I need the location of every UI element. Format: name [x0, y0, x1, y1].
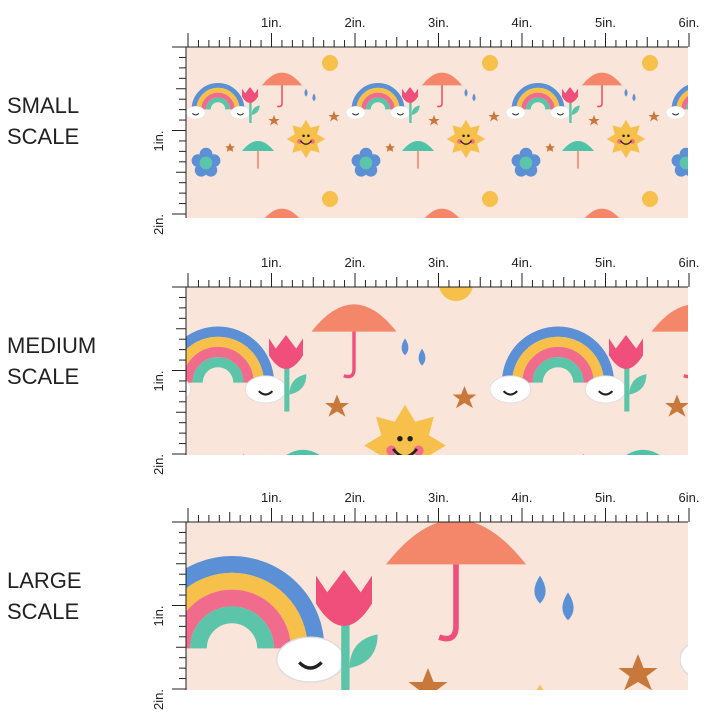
ruler-label: 2in. — [151, 214, 166, 235]
ruler-label: 6in. — [679, 15, 700, 30]
ruler-label: 1in. — [261, 15, 282, 30]
ruler-label: 4in. — [512, 15, 533, 30]
ruler-label: 4in. — [512, 255, 533, 270]
fabric-swatch — [186, 522, 688, 690]
scale-panel: MEDIUM SCALE 1in. 2in. 3in. 4in. 5in. 6in. 1in. 2… — [7, 255, 699, 475]
scale-label: SCALE — [7, 599, 79, 624]
ruler-label: 3in. — [428, 255, 449, 270]
scale-label: SCALE — [7, 124, 79, 149]
scale-label: SCALE — [7, 364, 79, 389]
ruler-label: 1in. — [261, 490, 282, 505]
scale-label: MEDIUM — [7, 333, 96, 358]
scale-label: LARGE — [7, 568, 82, 593]
ruler-label: 2in. — [345, 490, 366, 505]
ruler-label: 1in. — [261, 255, 282, 270]
ruler-label: 2in. — [345, 15, 366, 30]
ruler-label: 3in. — [428, 490, 449, 505]
ruler-label: 6in. — [679, 490, 700, 505]
scale-label: SMALL — [7, 93, 79, 118]
ruler-label: 4in. — [512, 490, 533, 505]
ruler-label: 5in. — [595, 15, 616, 30]
ruler-label: 5in. — [595, 490, 616, 505]
ruler-label: 1in. — [151, 606, 166, 627]
ruler-label: 5in. — [595, 255, 616, 270]
ruler-label: 1in. — [151, 371, 166, 392]
fabric-swatch — [186, 47, 688, 218]
ruler-label: 6in. — [679, 255, 700, 270]
ruler-label: 2in. — [151, 689, 166, 710]
scale-panel: SMALL SCALE 1in. 2in. 3in. 4in. 5in. 6in. 1in. 2i… — [7, 15, 699, 235]
ruler-label: 1in. — [151, 131, 166, 152]
scale-panel: LARGE SCALE 1in. 2in. 3in. 4in. 5in. 6in. 1in. 2i… — [7, 490, 699, 710]
ruler-label: 2in. — [345, 255, 366, 270]
ruler-label: 2in. — [151, 454, 166, 475]
fabric-swatch — [186, 287, 688, 455]
ruler-label: 3in. — [428, 15, 449, 30]
